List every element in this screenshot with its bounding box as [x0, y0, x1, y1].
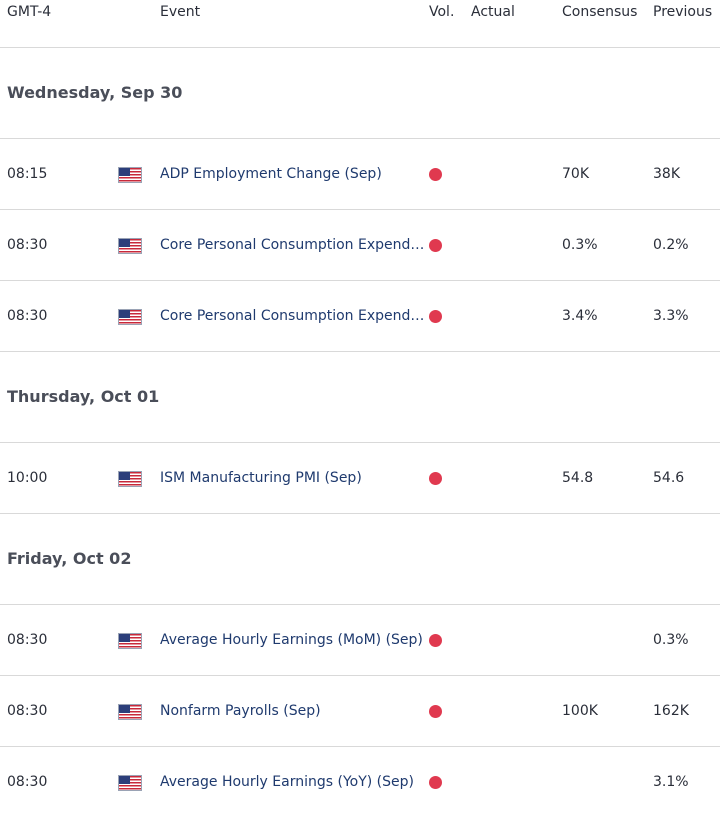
us-flag-icon — [118, 167, 142, 183]
event-row[interactable]: 08:30 Nonfarm Payrolls (Sep) 100K 162K — [0, 676, 720, 747]
us-flag-icon — [118, 704, 142, 720]
day-header-row: Friday, Oct 02 — [0, 514, 720, 605]
us-flag-icon — [118, 471, 142, 487]
event-time: 08:30 — [7, 632, 48, 648]
us-flag-icon — [118, 309, 142, 325]
event-consensus: 54.8 — [562, 470, 594, 486]
event-name-link[interactable]: Core Personal Consumption Expenditure — [160, 308, 428, 324]
event-row[interactable]: 08:30 Core Personal Consumption Expendit… — [0, 210, 720, 281]
header-actual: Actual — [471, 4, 515, 20]
event-consensus: 70K — [562, 166, 589, 182]
event-time: 08:30 — [7, 703, 48, 719]
us-flag-icon — [118, 238, 142, 254]
event-previous: 3.3% — [653, 308, 689, 324]
header-previous: Previous — [653, 4, 713, 20]
header-vol: Vol. — [429, 4, 455, 20]
high-volatility-dot-icon — [429, 705, 442, 718]
event-name-link[interactable]: Core Personal Consumption Expenditure — [160, 237, 428, 253]
event-previous: 54.6 — [653, 470, 685, 486]
event-previous: 38K — [653, 166, 680, 182]
event-previous: 3.1% — [653, 774, 689, 790]
header-consensus: Consensus — [562, 4, 638, 20]
header-timezone[interactable]: GMT-4 — [7, 4, 52, 20]
day-label: Thursday, Oct 01 — [7, 387, 160, 406]
high-volatility-dot-icon — [429, 310, 442, 323]
high-volatility-dot-icon — [429, 776, 442, 789]
event-row[interactable]: 08:15 ADP Employment Change (Sep) 70K 38… — [0, 139, 720, 210]
event-row[interactable]: 08:30 Core Personal Consumption Expendit… — [0, 281, 720, 352]
event-name-link[interactable]: Nonfarm Payrolls (Sep) — [160, 703, 321, 719]
high-volatility-dot-icon — [429, 634, 442, 647]
day-header-row: Thursday, Oct 01 — [0, 352, 720, 443]
us-flag-icon — [118, 633, 142, 649]
day-label: Friday, Oct 02 — [7, 549, 132, 568]
calendar-header: GMT-4 Event Vol. Actual Consensus Previo… — [0, 0, 720, 48]
event-row[interactable]: 08:30 Average Hourly Earnings (MoM) (Sep… — [0, 605, 720, 676]
event-row[interactable]: 08:30 Average Hourly Earnings (YoY) (Sep… — [0, 747, 720, 817]
event-time: 10:00 — [7, 470, 48, 486]
event-row[interactable]: 10:00 ISM Manufacturing PMI (Sep) 54.8 5… — [0, 443, 720, 514]
event-name-link[interactable]: ADP Employment Change (Sep) — [160, 166, 382, 182]
event-consensus: 3.4% — [562, 308, 598, 324]
event-name-link[interactable]: Average Hourly Earnings (YoY) (Sep) — [160, 774, 414, 790]
header-event: Event — [160, 4, 201, 20]
event-consensus: 100K — [562, 703, 598, 719]
event-name-link[interactable]: ISM Manufacturing PMI (Sep) — [160, 470, 362, 486]
event-time: 08:15 — [7, 166, 48, 182]
us-flag-icon — [118, 775, 142, 791]
event-name-link[interactable]: Average Hourly Earnings (MoM) (Sep) — [160, 632, 423, 648]
day-label: Wednesday, Sep 30 — [7, 83, 183, 102]
event-previous: 0.2% — [653, 237, 689, 253]
high-volatility-dot-icon — [429, 168, 442, 181]
day-header-row: Wednesday, Sep 30 — [0, 48, 720, 139]
event-time: 08:30 — [7, 308, 48, 324]
event-time: 08:30 — [7, 774, 48, 790]
event-time: 08:30 — [7, 237, 48, 253]
high-volatility-dot-icon — [429, 239, 442, 252]
high-volatility-dot-icon — [429, 472, 442, 485]
event-consensus: 0.3% — [562, 237, 598, 253]
event-previous: 0.3% — [653, 632, 689, 648]
event-previous: 162K — [653, 703, 689, 719]
